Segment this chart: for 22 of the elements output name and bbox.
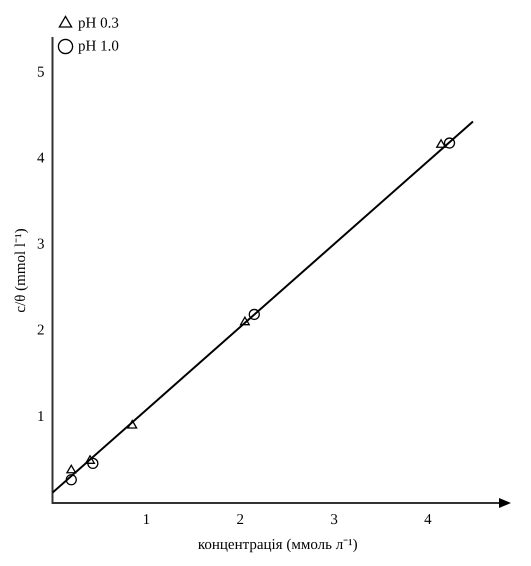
y-tick-label: 2 <box>37 322 44 339</box>
legend-label: pH 1.0 <box>78 38 119 54</box>
point <box>240 316 250 326</box>
point <box>87 458 99 470</box>
x-tick-label: 2 <box>236 512 244 528</box>
x-tick-label: 1 <box>142 512 150 528</box>
x-axis-title: концентрація (ммоль л⁻¹) <box>198 536 358 553</box>
y-tick-label: 4 <box>37 150 45 166</box>
y-tick-label: 1 <box>37 408 44 425</box>
legend-label: pH 0.3 <box>78 15 119 32</box>
point <box>66 474 77 486</box>
y-axis-title: c/θ (mmol l⁻¹) <box>12 228 29 313</box>
point <box>436 139 446 148</box>
point <box>127 420 138 429</box>
point <box>444 137 456 149</box>
x-tick-label: 4 <box>424 512 432 528</box>
y-tick-label: 5 <box>37 64 44 80</box>
point <box>248 308 260 320</box>
point <box>85 455 96 464</box>
y-tick-label: 3 <box>37 236 44 253</box>
x-tick-label: 3 <box>330 512 338 528</box>
point <box>66 464 76 474</box>
